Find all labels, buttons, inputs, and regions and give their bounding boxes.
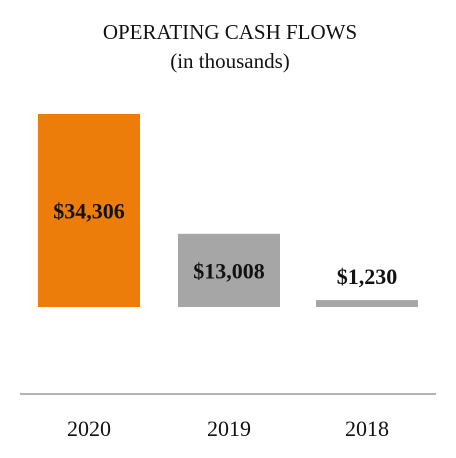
value-label-2018: $1,230 <box>337 264 398 289</box>
bar-2019 <box>178 233 280 307</box>
x-tick-2020: 2020 <box>67 416 111 441</box>
value-label-2020: $34,306 <box>53 199 125 224</box>
chart-subtitle: (in thousands) <box>170 49 290 73</box>
x-tick-2019: 2019 <box>207 416 251 441</box>
x-tick-labels: 2020 2019 2018 <box>67 416 389 441</box>
bar-2020 <box>38 114 140 307</box>
x-tick-2018: 2018 <box>345 416 389 441</box>
bar-2018 <box>316 300 418 307</box>
value-label-2019: $13,008 <box>193 258 265 283</box>
bars-group: $34,306 $13,008 $1,230 <box>38 114 418 307</box>
chart-title: OPERATING CASH FLOWS <box>103 20 357 44</box>
